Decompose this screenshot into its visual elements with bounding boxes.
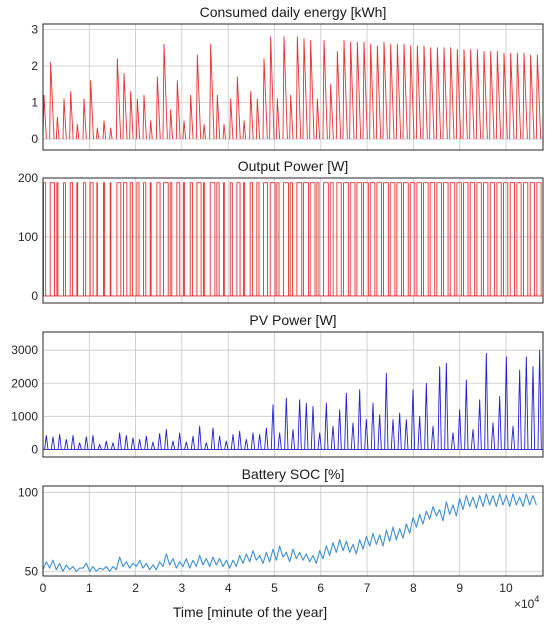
y-tick-label: 0: [31, 289, 38, 303]
y-tick-label: 0: [31, 442, 38, 456]
y-tick-label: 100: [18, 485, 38, 499]
series-line: [42, 36, 542, 140]
y-tick-label: 2000: [11, 376, 38, 390]
x-tick-label: 3: [179, 581, 186, 595]
panel-3: PV Power [W] 0 1000 2000 3000: [11, 312, 544, 458]
x-tick-label: 2: [132, 581, 139, 595]
panel-1: Consumed daily energy [kWh] 0 1 2 3: [31, 4, 544, 151]
series-line: [43, 349, 543, 450]
panel-4: Battery SOC [%] 50 100: [18, 466, 544, 578]
x-tick-label: 10: [499, 581, 513, 595]
y-tick-label: 1: [31, 96, 38, 110]
x-tick-label: 6: [317, 581, 324, 595]
y-tick-label: 50: [25, 564, 39, 578]
y-tick-label: 200: [18, 171, 38, 185]
x-tick-label: 9: [456, 581, 463, 595]
x-axis-label: Time [minute of the year]: [173, 604, 327, 620]
series-line: [42, 493, 537, 572]
panel-title: PV Power [W]: [249, 312, 336, 328]
y-tick-label: 0: [31, 132, 38, 146]
y-tick-label: 2: [31, 59, 38, 73]
x-tick-label: 0: [40, 581, 47, 595]
y-tick-label: 1000: [11, 409, 38, 423]
y-tick-label: 3000: [11, 343, 38, 357]
x-axis-multiplier: ×104: [514, 594, 539, 611]
series-line: [43, 182, 543, 297]
panel-title: Consumed daily energy [kWh]: [200, 4, 387, 20]
x-axis: 0 1 2 3 4 5 6 7 8 9 10 Time [minute of the year] ×10…: [40, 581, 540, 620]
panel-2: Output Power [W] 0 100 200: [18, 158, 544, 304]
plot-frame: [42, 177, 544, 304]
x-tick-label: 5: [271, 581, 278, 595]
x-tick-label: 1: [86, 581, 93, 595]
y-tick-label: 3: [31, 22, 38, 36]
panel-title: Output Power [W]: [238, 158, 348, 174]
plot-frame: [42, 485, 544, 577]
panel-title: Battery SOC [%]: [242, 466, 345, 482]
x-tick-label: 4: [225, 581, 232, 595]
plot-frame: [42, 331, 544, 458]
x-tick-label: 8: [410, 581, 417, 595]
x-tick-label: 7: [364, 581, 371, 595]
y-tick-label: 100: [18, 230, 38, 244]
plot-frame: [42, 23, 544, 151]
